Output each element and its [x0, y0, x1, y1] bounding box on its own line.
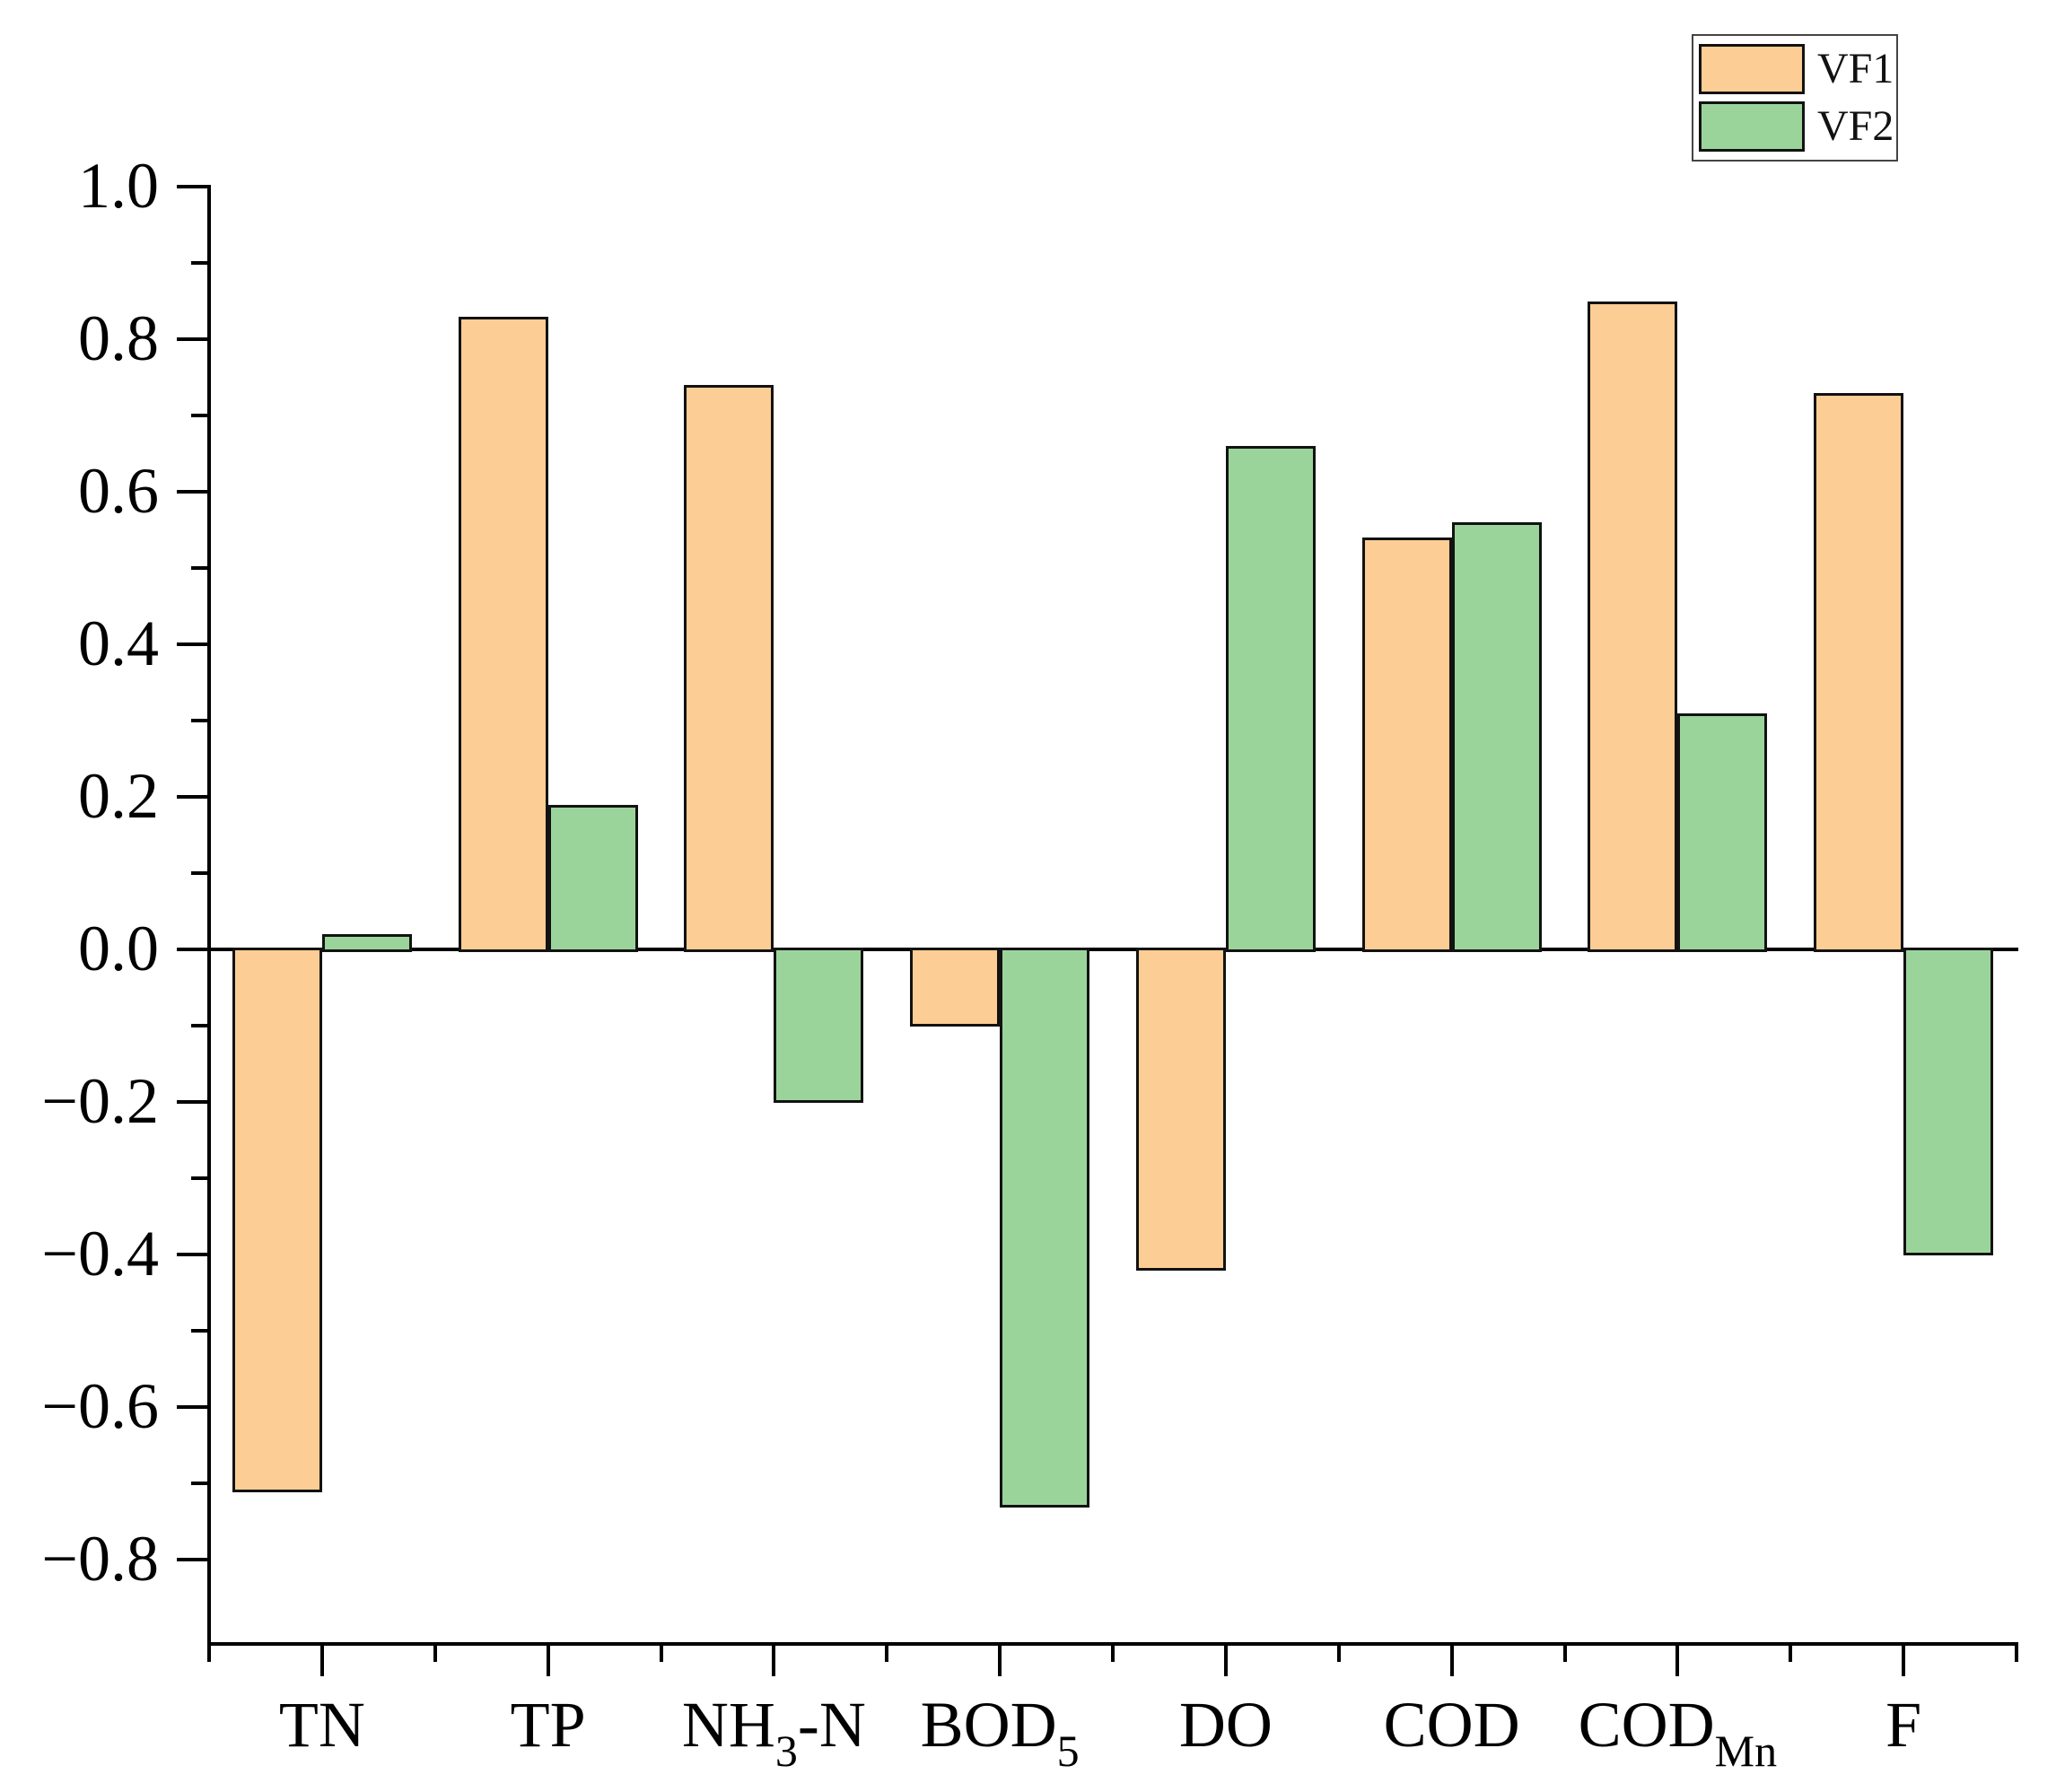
x-category-label-cod: COD: [1290, 1689, 1614, 1761]
x-minor-tick: [433, 1644, 437, 1662]
y-minor-tick: [191, 1329, 209, 1333]
x-major-tick: [319, 1644, 324, 1676]
x-label-main: BOD: [920, 1689, 1057, 1761]
y-minor-tick: [191, 1176, 209, 1180]
zero-line: [207, 948, 2018, 951]
x-label-subscript: Mn: [1714, 1726, 1778, 1776]
y-axis-line: [207, 185, 211, 1646]
y-tick-label: 0.4: [78, 608, 159, 679]
x-minor-tick: [1562, 1644, 1567, 1662]
y-major-tick: [177, 948, 209, 951]
y-minor-tick: [191, 414, 209, 417]
bar-vf1-bod5: [910, 948, 1001, 1027]
x-label-main: F: [1885, 1689, 1922, 1761]
x-category-label-tn: TN: [161, 1689, 484, 1761]
x-category-label-f: F: [1742, 1689, 2056, 1761]
x-major-tick: [1902, 1644, 1906, 1676]
y-minor-tick: [191, 261, 209, 265]
x-minor-tick: [885, 1644, 889, 1662]
x-category-label-do: DO: [1064, 1689, 1387, 1761]
y-tick-label: 0.0: [78, 913, 159, 984]
legend-swatch-vf1: [1699, 44, 1805, 95]
x-label-suffix: -N: [797, 1689, 866, 1761]
y-tick-label: 0.2: [78, 760, 159, 832]
bar-vf2-nh3-n: [774, 948, 864, 1103]
x-minor-tick: [1336, 1644, 1341, 1662]
x-minor-tick: [1789, 1644, 1793, 1662]
y-tick-label: 0.8: [78, 302, 159, 374]
legend-label-vf2: VF2: [1817, 101, 1894, 150]
x-label-main: NH: [681, 1689, 775, 1761]
bar-vf2-tn: [321, 934, 412, 952]
x-label-main: COD: [1383, 1689, 1520, 1761]
x-label-main: TP: [510, 1689, 586, 1761]
y-tick-label: 1.0: [78, 150, 159, 222]
bar-vf1-f: [1814, 392, 1904, 952]
x-label-main: DO: [1178, 1689, 1273, 1761]
x-label-main: TN: [278, 1689, 365, 1761]
bar-vf2-f: [1903, 948, 1994, 1255]
y-major-tick: [177, 1405, 209, 1409]
y-major-tick: [177, 1100, 209, 1104]
x-minor-tick: [659, 1644, 663, 1662]
y-major-tick: [177, 642, 209, 646]
bar-vf2-bod5: [1000, 948, 1090, 1508]
y-minor-tick: [191, 1024, 209, 1027]
y-minor-tick: [191, 566, 209, 570]
x-minor-tick: [207, 1644, 211, 1662]
y-tick-label: −0.6: [41, 1370, 159, 1442]
y-major-tick: [177, 337, 209, 341]
y-major-tick: [177, 490, 209, 494]
x-major-tick: [1449, 1644, 1454, 1676]
y-major-tick: [177, 795, 209, 799]
x-minor-tick: [2015, 1644, 2018, 1662]
bar-vf2-cod: [1451, 522, 1542, 952]
x-major-tick: [998, 1644, 1002, 1676]
x-major-tick: [1675, 1644, 1680, 1676]
legend-label-vf1: VF1: [1817, 45, 1894, 93]
legend-swatch-vf2: [1699, 101, 1805, 152]
y-tick-label: −0.2: [41, 1065, 159, 1137]
legend: VF1 VF2: [1692, 34, 1898, 162]
y-tick-label: −0.8: [41, 1523, 159, 1595]
legend-item-vf2: VF2: [1699, 100, 1894, 153]
x-major-tick: [1223, 1644, 1228, 1676]
y-minor-tick: [191, 719, 209, 722]
y-minor-tick: [191, 871, 209, 875]
x-major-tick: [772, 1644, 776, 1676]
bar-vf1-cod: [1361, 538, 1452, 952]
bar-vf2-tp: [547, 804, 638, 952]
bar-vf2-do: [1225, 446, 1316, 952]
legend-item-vf1: VF1: [1699, 42, 1894, 96]
y-major-tick: [177, 185, 209, 188]
x-major-tick: [546, 1644, 550, 1676]
x-category-label-bod5: BOD5: [838, 1689, 1161, 1787]
y-major-tick: [177, 1253, 209, 1256]
x-minor-tick: [1111, 1644, 1115, 1662]
x-category-label-tp: TP: [387, 1689, 710, 1761]
bar-vf2-codmn: [1677, 712, 1768, 952]
y-tick-label: 0.6: [78, 455, 159, 527]
y-minor-tick: [191, 1482, 209, 1485]
x-label-subscript: 5: [1056, 1726, 1080, 1776]
x-label-subscript: 3: [774, 1726, 798, 1776]
x-label-main: COD: [1578, 1689, 1715, 1761]
bar-vf1-tp: [458, 316, 548, 952]
y-tick-label: −0.4: [41, 1218, 159, 1289]
bar-vf1-do: [1135, 948, 1226, 1271]
bar-vf1-tn: [232, 948, 322, 1492]
x-category-label-codmn: CODMn: [1516, 1689, 1839, 1787]
bar-vf1-codmn: [1588, 301, 1678, 952]
y-major-tick: [177, 1558, 209, 1561]
bar-vf1-nh3-n: [684, 385, 774, 952]
x-category-label-nh3-n: NH3-N: [612, 1689, 935, 1787]
